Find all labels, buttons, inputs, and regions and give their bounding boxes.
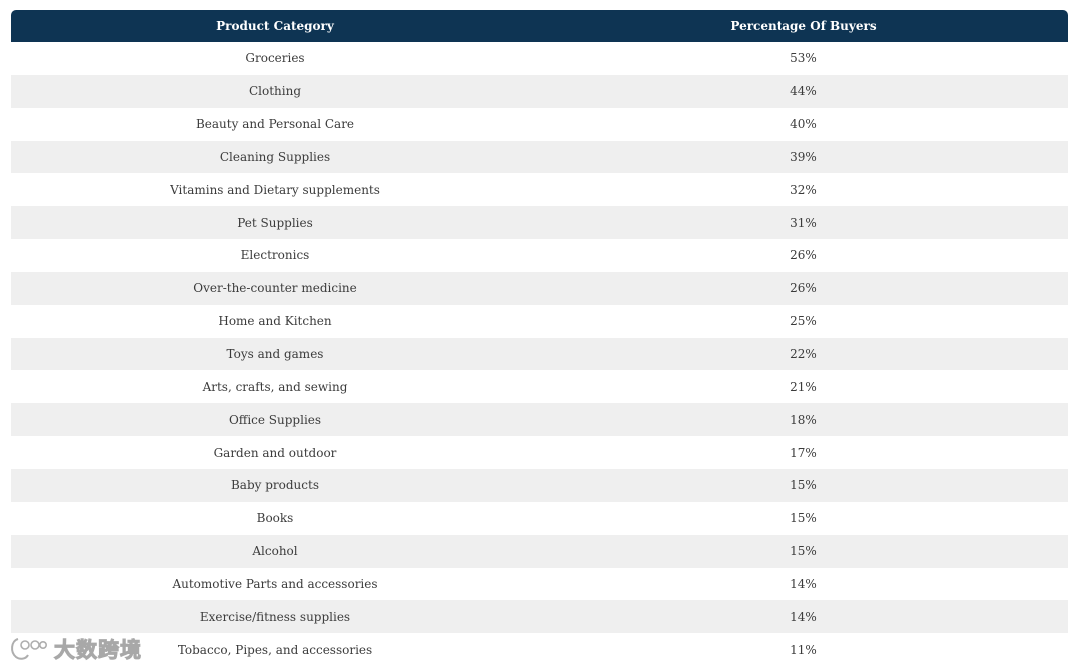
table-row: Baby products 15%	[11, 468, 1068, 502]
percent-cell: 53%	[539, 42, 1068, 75]
category-cell: Pet Supplies	[11, 206, 539, 240]
category-cell: Garden and outdoor	[11, 436, 539, 469]
percent-cell: 44%	[539, 74, 1068, 108]
category-cell: Over-the-counter medicine	[11, 271, 539, 305]
product-category-table: Product Category Percentage Of Buyers Gr…	[11, 10, 1068, 667]
percent-cell: 39%	[539, 140, 1068, 174]
category-cell: Vitamins and Dietary supplements	[11, 173, 539, 207]
table-row: Groceries 53%	[11, 42, 1068, 75]
category-cell: Automotive Parts and accessories	[11, 567, 539, 601]
percent-cell: 14%	[539, 567, 1068, 601]
percent-cell: 21%	[539, 370, 1068, 404]
percent-cell: 31%	[539, 206, 1068, 240]
percent-cell: 26%	[539, 239, 1068, 272]
percent-cell: 25%	[539, 304, 1068, 338]
table-row: Electronics 26%	[11, 239, 1068, 272]
category-cell: Arts, crafts, and sewing	[11, 370, 539, 404]
percent-cell: 14%	[539, 600, 1068, 634]
table-row: Beauty and Personal Care 40%	[11, 107, 1068, 141]
percent-cell: 26%	[539, 271, 1068, 305]
column-header-product-category: Product Category	[11, 10, 539, 42]
table-row: Garden and outdoor 17%	[11, 436, 1068, 469]
logo-icon	[8, 636, 48, 662]
category-cell: Alcohol	[11, 534, 539, 568]
category-cell: Home and Kitchen	[11, 304, 539, 338]
table-row: Toys and games 22%	[11, 337, 1068, 371]
category-cell: Books	[11, 501, 539, 535]
percent-cell: 32%	[539, 173, 1068, 207]
percent-cell: 22%	[539, 337, 1068, 371]
table-row: Clothing 44%	[11, 74, 1068, 108]
percent-cell: 15%	[539, 534, 1068, 568]
category-cell: Office Supplies	[11, 403, 539, 437]
watermark: 大数跨境	[8, 634, 142, 664]
category-cell: Baby products	[11, 468, 539, 502]
table-row: Vitamins and Dietary supplements 32%	[11, 173, 1068, 207]
category-cell: Cleaning Supplies	[11, 140, 539, 174]
percent-cell: 15%	[539, 468, 1068, 502]
table-row: Home and Kitchen 25%	[11, 304, 1068, 338]
category-cell: Beauty and Personal Care	[11, 107, 539, 141]
percent-cell: 40%	[539, 107, 1068, 141]
table-row: Books 15%	[11, 501, 1068, 535]
watermark-text: 大数跨境	[54, 638, 142, 663]
table-row: Cleaning Supplies 39%	[11, 140, 1068, 174]
table-row: Arts, crafts, and sewing 21%	[11, 370, 1068, 404]
category-cell: Tobacco, Pipes, and accessories	[11, 633, 539, 667]
percent-cell: 17%	[539, 436, 1068, 469]
column-header-percentage-of-buyers: Percentage Of Buyers	[539, 10, 1068, 42]
table-row: Over-the-counter medicine 26%	[11, 271, 1068, 305]
table-row: Exercise/fitness supplies 14%	[11, 600, 1068, 634]
category-cell: Groceries	[11, 42, 539, 75]
table-header-row: Product Category Percentage Of Buyers	[11, 10, 1068, 42]
category-cell: Electronics	[11, 239, 539, 272]
category-cell: Exercise/fitness supplies	[11, 600, 539, 634]
percent-cell: 15%	[539, 501, 1068, 535]
percent-cell: 11%	[539, 633, 1068, 667]
table-row: Office Supplies 18%	[11, 403, 1068, 437]
table-row: Automotive Parts and accessories 14%	[11, 567, 1068, 601]
category-cell: Clothing	[11, 74, 539, 108]
table-row: Tobacco, Pipes, and accessories 11%	[11, 633, 1068, 667]
percent-cell: 18%	[539, 403, 1068, 437]
table-row: Alcohol 15%	[11, 534, 1068, 568]
category-cell: Toys and games	[11, 337, 539, 371]
table-row: Pet Supplies 31%	[11, 206, 1068, 240]
